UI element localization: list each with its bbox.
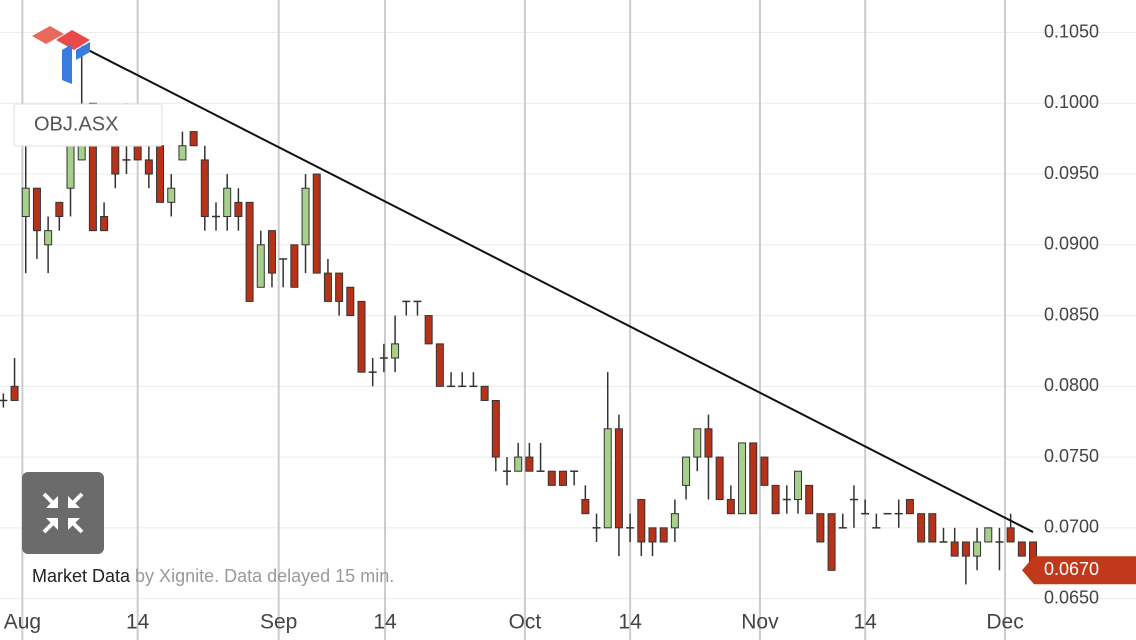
- body: [167, 187, 176, 203]
- body: [603, 428, 612, 529]
- body: [435, 343, 444, 387]
- x-tick-label: 14: [853, 611, 877, 634]
- body: [950, 541, 959, 557]
- x-tick-label: Dec: [986, 611, 1023, 634]
- body: [178, 145, 187, 161]
- body: [234, 201, 243, 218]
- body: [682, 456, 691, 486]
- body: [245, 201, 254, 302]
- last-price-badge: [1022, 556, 1136, 585]
- x-tick-label: Nov: [741, 611, 779, 634]
- body: [391, 343, 400, 359]
- body: [323, 272, 332, 302]
- body: [346, 286, 355, 317]
- body: [648, 527, 657, 543]
- body: [44, 230, 53, 246]
- body: [704, 428, 713, 458]
- body: [55, 201, 64, 218]
- body: [614, 428, 623, 529]
- x-tick-label: 14: [618, 611, 642, 634]
- y-tick-label: 0.1050: [1044, 21, 1099, 41]
- y-tick-label: 0.0850: [1044, 304, 1099, 324]
- body: [335, 272, 344, 302]
- body: [771, 484, 780, 515]
- body: [905, 499, 914, 515]
- body: [312, 173, 321, 274]
- body: [793, 470, 802, 501]
- body: [827, 513, 836, 571]
- body: [357, 300, 366, 373]
- body: [301, 187, 310, 246]
- x-tick-label: Sep: [260, 611, 297, 634]
- x-tick-label: Aug: [4, 611, 41, 634]
- body: [973, 541, 982, 557]
- axis-labels: 0.0650 0.0700 0.0750 0.0800 0.0850 0.0900 0.09…: [4, 21, 1136, 634]
- body: [111, 145, 120, 175]
- body: [200, 159, 209, 218]
- footer-source: Market Data: [32, 566, 131, 586]
- body: [917, 513, 926, 543]
- body: [290, 244, 299, 288]
- y-tick-label: 0.0700: [1044, 517, 1099, 537]
- logo: [32, 26, 90, 84]
- body: [760, 456, 769, 486]
- x-tick-label: 14: [126, 611, 150, 634]
- body: [256, 244, 265, 288]
- body: [156, 145, 165, 203]
- body: [670, 513, 679, 529]
- body: [100, 216, 109, 232]
- symbol: OBJ.ASX: [34, 113, 118, 135]
- body: [21, 187, 30, 218]
- body: [189, 131, 198, 147]
- body: [961, 541, 970, 557]
- footer-note: by Xignite. Data delayed 15 min.: [135, 566, 394, 586]
- body: [514, 456, 523, 472]
- body: [637, 499, 646, 543]
- y-tick-label: 0.1000: [1044, 92, 1099, 112]
- y-tick-label: 0.0750: [1044, 446, 1099, 466]
- body: [726, 499, 735, 515]
- body: [749, 442, 758, 515]
- x-tick-label: Oct: [509, 611, 542, 634]
- body: [267, 230, 276, 274]
- body: [928, 513, 937, 543]
- y-tick-label: 0.0900: [1044, 234, 1099, 254]
- body: [424, 315, 433, 345]
- body: [805, 484, 814, 515]
- body: [10, 385, 19, 401]
- body: [491, 399, 500, 458]
- body: [659, 527, 668, 543]
- body: [693, 428, 702, 458]
- body: [88, 102, 97, 232]
- body: [1017, 541, 1026, 557]
- body: [984, 527, 993, 543]
- body: [223, 187, 232, 218]
- last-price-label: 0.0670: [1044, 559, 1099, 579]
- body: [816, 513, 825, 543]
- trend-line: [81, 45, 1034, 533]
- x-tick-label: 14: [373, 611, 397, 634]
- body: [558, 470, 567, 486]
- symbol-box[interactable]: [13, 103, 163, 147]
- y-tick-label: 0.0650: [1044, 587, 1099, 607]
- collapse-button[interactable]: [22, 472, 104, 554]
- y-tick-label: 0.0950: [1044, 163, 1099, 183]
- body: [1006, 527, 1015, 543]
- body: [525, 456, 534, 472]
- body: [480, 385, 489, 401]
- y-tick-label: 0.0800: [1044, 375, 1099, 395]
- body: [581, 499, 590, 515]
- body: [715, 456, 724, 501]
- footer: Market Data by Xignite. Data delayed 15 m…: [32, 566, 394, 586]
- body: [144, 159, 153, 175]
- body: [738, 442, 747, 515]
- body: [32, 187, 41, 232]
- body: [66, 145, 75, 189]
- body: [547, 470, 556, 486]
